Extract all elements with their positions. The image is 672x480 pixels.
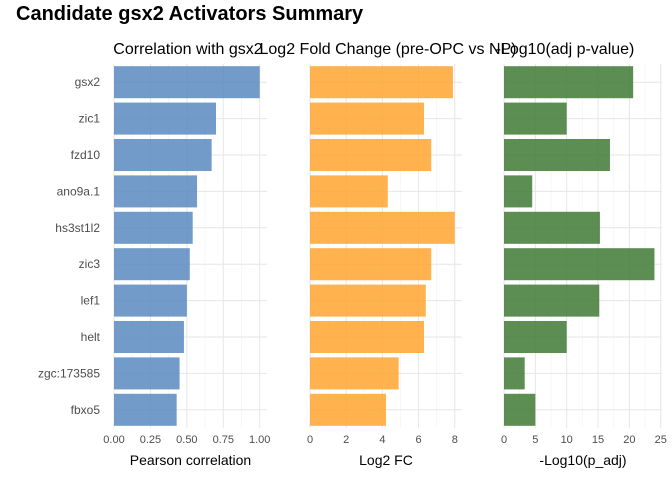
y-tick-label: zgc:173585 — [38, 366, 100, 380]
bar-zic3 — [310, 248, 432, 281]
bar-gsx2 — [310, 66, 453, 99]
bar-hs3st1l2 — [310, 211, 455, 244]
x-tick-label: 8 — [452, 434, 458, 446]
bar-zic3 — [504, 248, 655, 281]
bar-hs3st1l2 — [114, 211, 193, 244]
x-tick-label: 5 — [532, 434, 538, 446]
x-tick-label: 25 — [655, 434, 667, 446]
bar-zic1 — [114, 102, 216, 135]
y-tick-label: hs3st1l2 — [55, 221, 100, 235]
y-tick-label: helt — [81, 330, 101, 344]
bar-helt — [504, 320, 567, 354]
bar-zgc-173585 — [114, 357, 180, 390]
bar-ano9a-1 — [310, 175, 388, 208]
x-tick-label: 0.00 — [103, 434, 124, 446]
y-tick-label: fbxo5 — [71, 403, 101, 417]
bar-helt — [310, 320, 424, 354]
x-tick-label: 1.00 — [249, 434, 270, 446]
bar-zic1 — [310, 102, 424, 135]
y-tick-label: zic1 — [79, 112, 101, 126]
x-tick-label: 2 — [343, 434, 349, 446]
panel-title: Log2 Fold Change (pre-OPC vs NP) — [260, 41, 517, 58]
y-tick-label: gsx2 — [75, 75, 101, 89]
bar-gsx2 — [504, 66, 634, 99]
bar-ano9a-1 — [504, 175, 533, 208]
x-tick-label: 10 — [561, 434, 573, 446]
x-axis-title: Pearson correlation — [130, 452, 251, 468]
bar-gsx2 — [114, 66, 260, 99]
bar-fbxo5 — [114, 393, 177, 426]
x-tick-label: 0.75 — [213, 434, 234, 446]
bar-fbxo5 — [504, 393, 536, 426]
x-tick-label: 6 — [416, 434, 422, 446]
bar-ano9a-1 — [114, 175, 198, 208]
bar-zgc-173585 — [504, 357, 525, 390]
y-tick-label: ano9a.1 — [57, 184, 101, 198]
panel-title: Correlation with gsx2 — [113, 41, 263, 58]
bar-zic3 — [114, 248, 190, 281]
bar-fzd10 — [114, 138, 212, 172]
x-tick-label: 0.25 — [140, 434, 161, 446]
bar-helt — [114, 320, 184, 354]
x-tick-label: 15 — [592, 434, 604, 446]
bar-lef1 — [310, 284, 426, 317]
bar-lef1 — [114, 284, 187, 317]
bar-lef1 — [504, 284, 600, 317]
bar-zic1 — [504, 102, 567, 135]
panel-title: -Log10(adj p-value) — [496, 41, 635, 58]
x-tick-label: 0 — [307, 434, 313, 446]
bar-zgc-173585 — [310, 357, 399, 390]
bar-fzd10 — [504, 138, 610, 172]
x-tick-label: 4 — [379, 434, 385, 446]
bar-fzd10 — [310, 138, 432, 172]
x-axis-title: -Log10(p_adj) — [539, 452, 626, 468]
y-tick-label: fzd10 — [71, 148, 101, 162]
y-tick-label: lef1 — [81, 294, 101, 308]
y-tick-label: zic3 — [79, 257, 101, 271]
x-tick-label: 0 — [501, 434, 507, 446]
x-tick-label: 20 — [623, 434, 635, 446]
figure-title: Candidate gsx2 Activators Summary — [16, 3, 364, 25]
x-axis-title: Log2 FC — [359, 452, 413, 468]
x-tick-label: 0.50 — [176, 434, 197, 446]
bar-fbxo5 — [310, 393, 386, 426]
bar-hs3st1l2 — [504, 211, 600, 244]
